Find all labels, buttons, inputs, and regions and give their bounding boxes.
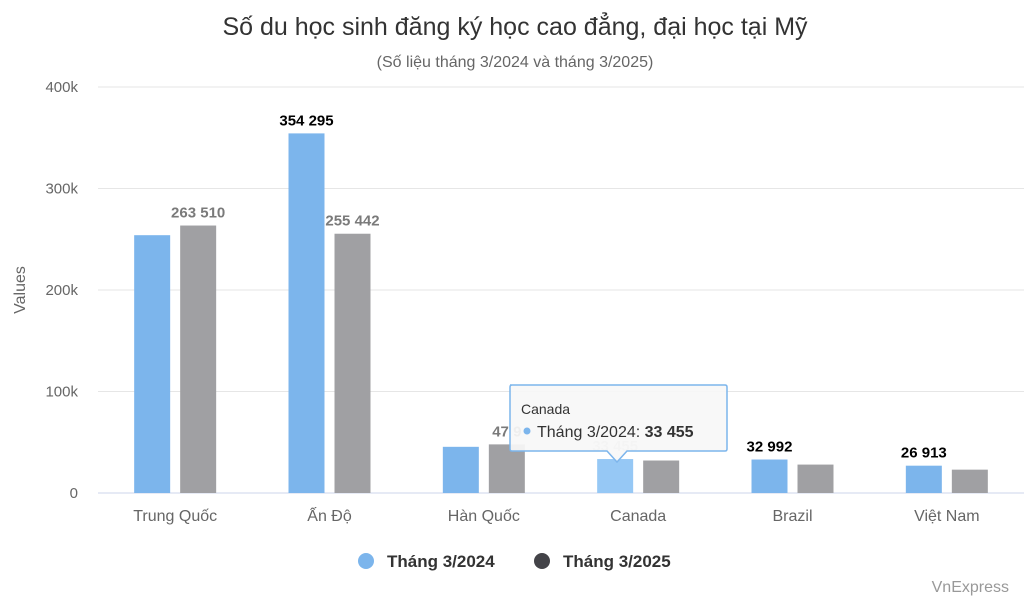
bar-series-2[interactable] [334, 233, 371, 493]
y-tick-label: 300k [45, 181, 78, 198]
bar-series-1[interactable] [751, 459, 788, 493]
bar-series-1[interactable] [134, 235, 171, 493]
credit[interactable]: VnExpress [932, 579, 1009, 596]
legend-label-series-1: Tháng 3/2024 [387, 552, 495, 571]
legend-item-series-2[interactable]: Tháng 3/2025 [534, 552, 671, 571]
gridlines [98, 86, 1024, 494]
bar-series-2[interactable] [797, 464, 834, 493]
bars [134, 133, 988, 494]
x-category-label: Trung Quốc [133, 508, 217, 525]
legend: Tháng 3/2024 Tháng 3/2025 [358, 552, 671, 571]
y-axis-label: Values [12, 266, 29, 314]
y-tick-label: 200k [45, 282, 78, 299]
bar-series-1[interactable] [597, 459, 634, 493]
data-label-series-1: 32 992 [747, 439, 793, 456]
bar-series-2[interactable] [951, 469, 988, 493]
data-label-series-2: 263 510 [171, 205, 225, 222]
tooltip-category: Canada [521, 401, 570, 417]
x-category-label: Ấn Độ [307, 506, 352, 525]
bar-series-1[interactable] [905, 465, 942, 493]
tooltip-series-marker [523, 427, 531, 435]
tooltip-box [509, 384, 728, 464]
y-tick-label: 0 [70, 485, 78, 502]
legend-item-series-1[interactable]: Tháng 3/2024 [358, 552, 495, 571]
bar-series-1[interactable] [288, 133, 325, 494]
chart-title: Số du học sinh đăng ký học cao đẳng, đại… [222, 11, 808, 41]
x-axis-categories: Trung Quốc Ấn Độ Hàn Quốc Canada Brazil Việt … [133, 506, 979, 525]
tooltip-value: 33 455 [645, 424, 694, 441]
data-label-series-1: 354 295 [279, 112, 333, 129]
bar-series-1[interactable] [442, 446, 479, 493]
y-tick-label: 100k [45, 384, 78, 401]
x-category-label: Hàn Quốc [448, 508, 520, 525]
bar-series-2[interactable] [180, 225, 217, 493]
x-category-label: Việt Nam [914, 508, 980, 525]
tooltip-series-line: Tháng 3/2024: 33 455 [537, 424, 694, 441]
data-label-series-1: 26 913 [901, 445, 947, 462]
chart-subtitle: (Số liệu tháng 3/2024 và tháng 3/2025) [377, 54, 654, 71]
x-category-label: Brazil [772, 508, 812, 525]
legend-marker-series-1 [358, 553, 374, 569]
y-tick-label: 400k [45, 79, 78, 96]
bar-series-2[interactable] [488, 444, 525, 493]
legend-marker-series-2 [534, 553, 550, 569]
data-label-series-2: 255 442 [325, 213, 379, 230]
tooltip-series-name: Tháng 3/2024 [537, 424, 636, 441]
tooltip: Canada Tháng 3/2024: 33 455 [509, 384, 728, 464]
legend-label-series-2: Tháng 3/2025 [563, 552, 671, 571]
tooltip-colon: : [636, 424, 645, 441]
bar-series-2[interactable] [643, 460, 680, 493]
y-axis-ticks: 0 100k 200k 300k 400k [45, 79, 78, 502]
x-category-label: Canada [610, 508, 666, 525]
